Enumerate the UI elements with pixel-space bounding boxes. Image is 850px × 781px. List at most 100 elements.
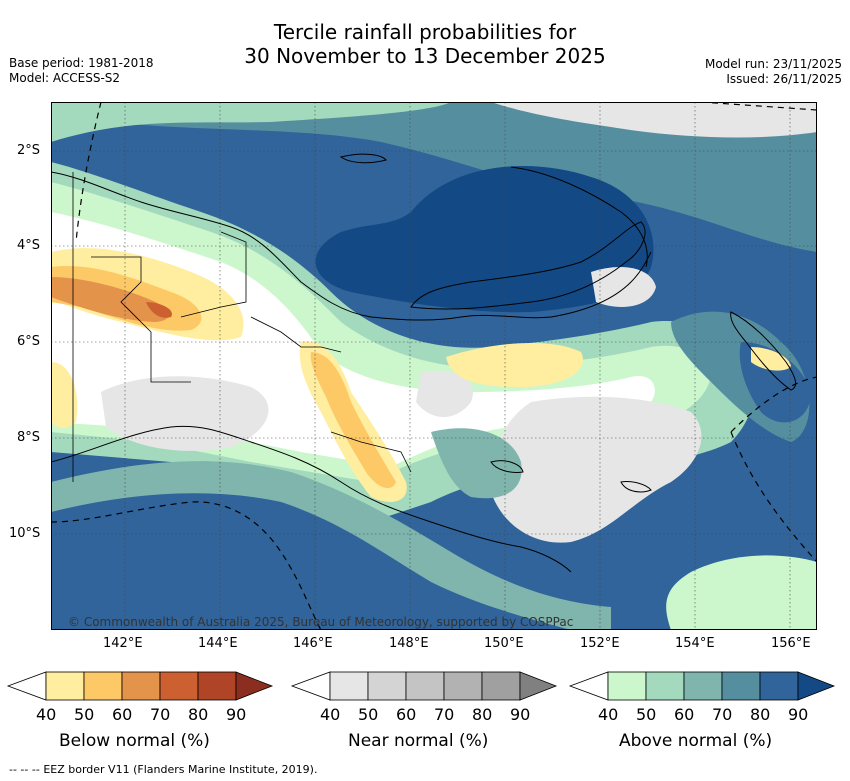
lat-tick-2s: 2°S: [17, 143, 41, 158]
above-normal-40-southeast: [666, 555, 817, 630]
below-normal-70-west: [146, 302, 172, 318]
near-bin-50: [367, 671, 407, 701]
near-tick-80: 80: [472, 705, 493, 724]
near-arrow-right: [519, 671, 558, 701]
model-run: Model run: 23/11/2025: [704, 57, 842, 71]
new-ireland-coast: [510, 166, 648, 268]
near-tick-40: 40: [320, 705, 341, 724]
island-coast-2: [490, 460, 524, 473]
rainfall-probability-map: © Commonwealth of Australia 2025, Bureau…: [51, 102, 817, 630]
below-normal-title: Below normal (%): [59, 731, 210, 751]
eez-borders: [51, 102, 817, 630]
below-normal-40-bougainville: [751, 347, 791, 371]
province-border-1: [91, 256, 191, 383]
issued-date: Issued: 26/11/2025: [726, 72, 842, 86]
below-normal-40-east: [446, 342, 583, 387]
above-tick-80: 80: [750, 705, 771, 724]
lon-tick-148e: 148°E: [389, 636, 429, 651]
above-normal-60-papua: [431, 428, 522, 499]
lon-tick-150e: 150°E: [484, 636, 524, 651]
model-name: Model: ACCESS-S2: [9, 71, 121, 85]
above-bin-70: [721, 671, 761, 701]
below-bin-60: [121, 671, 161, 701]
lat-tick-8s: 8°S: [17, 430, 41, 445]
above-normal-50-north: [51, 102, 451, 142]
below-bin-80: [197, 671, 237, 701]
below-tick-70: 70: [150, 705, 171, 724]
lat-tick-10s: 10°S: [9, 526, 41, 541]
above-arrow-right: [797, 671, 836, 701]
above-tick-40: 40: [598, 705, 619, 724]
above-bin-80: [759, 671, 799, 701]
near-tick-70: 70: [434, 705, 455, 724]
coastlines: [51, 153, 797, 573]
above-normal-60-band-north: [51, 102, 817, 252]
below-tick-50: 50: [74, 705, 95, 724]
manus-coast: [339, 153, 387, 164]
lon-tick-142e: 142°E: [103, 636, 143, 651]
above-tick-70: 70: [712, 705, 733, 724]
province-border-4: [330, 431, 412, 473]
map-frame: [51, 102, 817, 630]
below-tick-40: 40: [36, 705, 57, 724]
above-arrow-left: [568, 671, 609, 701]
province-border-3: [250, 316, 342, 353]
island-coast-1: [620, 481, 652, 493]
footnote-text: EEZ border V11 (Flanders Marine Institut…: [43, 763, 318, 776]
near-arrow-left: [290, 671, 331, 701]
near-bin-80: [481, 671, 521, 701]
near-bin-70: [443, 671, 483, 701]
above-tick-60: 60: [674, 705, 695, 724]
colorbars: [6, 671, 836, 701]
map-title: Tercile rainfall probabilities for 30 No…: [0, 20, 850, 68]
above-bin-50: [645, 671, 685, 701]
below-tick-60: 60: [112, 705, 133, 724]
title-line-1: Tercile rainfall probabilities for: [273, 20, 577, 44]
new-britain-coast: [410, 221, 646, 310]
near-normal-40-central: [416, 370, 473, 417]
near-normal-40-newireland: [591, 267, 656, 307]
colorbar-below: [6, 671, 274, 701]
below-normal-40-far-west: [51, 362, 78, 428]
above-tick-50: 50: [636, 705, 657, 724]
below-tick-90: 90: [226, 705, 247, 724]
title-line-2: 30 November to 13 December 2025: [244, 44, 606, 68]
near-bin-40: [329, 671, 369, 701]
bougainville-coast: [730, 311, 797, 391]
below-bin-70: [159, 671, 199, 701]
near-normal-40-north: [491, 102, 817, 138]
near-tick-90: 90: [510, 705, 531, 724]
near-normal-40-solomon: [491, 396, 702, 543]
lon-tick-144e: 144°E: [198, 636, 238, 651]
eez-north-east: [700, 102, 817, 111]
province-border-2: [180, 231, 247, 318]
colorbar-near: [290, 671, 558, 701]
above-normal-title: Above normal (%): [619, 731, 773, 751]
graticule: [51, 102, 817, 630]
below-bin-40: [45, 671, 85, 701]
footnote: -- -- -- EEZ border V11 (Flanders Marine…: [9, 763, 317, 776]
copyright-text: © Commonwealth of Australia 2025, Bureau…: [68, 615, 573, 629]
meta-left: Base period: 1981-2018 Model: ACCESS-S2: [9, 56, 154, 86]
mainland-north-coast: [51, 171, 652, 321]
below-normal-50-central: [310, 352, 396, 489]
near-normal-title: Near normal (%): [348, 731, 489, 751]
meta-right: Model run: 23/11/2025 Issued: 26/11/2025: [705, 57, 842, 87]
lon-tick-156e: 156°E: [771, 636, 811, 651]
above-tick-90: 90: [788, 705, 809, 724]
base-period: Base period: 1981-2018: [9, 56, 154, 70]
eez-solomons-1: [730, 376, 817, 433]
lon-tick-152e: 152°E: [580, 636, 620, 651]
above-normal-80-core: [315, 166, 654, 313]
below-normal-60-west: [51, 277, 169, 322]
near-tick-60: 60: [396, 705, 417, 724]
eez-west-north: [75, 102, 102, 243]
above-normal-70-south: [51, 493, 571, 630]
near-tick-50: 50: [358, 705, 379, 724]
eez-solomons-2: [730, 431, 817, 563]
below-bin-50: [83, 671, 123, 701]
below-tick-80: 80: [188, 705, 209, 724]
lat-tick-4s: 4°S: [17, 238, 41, 253]
mainland-south-coast: [51, 425, 572, 573]
near-bin-60: [405, 671, 445, 701]
